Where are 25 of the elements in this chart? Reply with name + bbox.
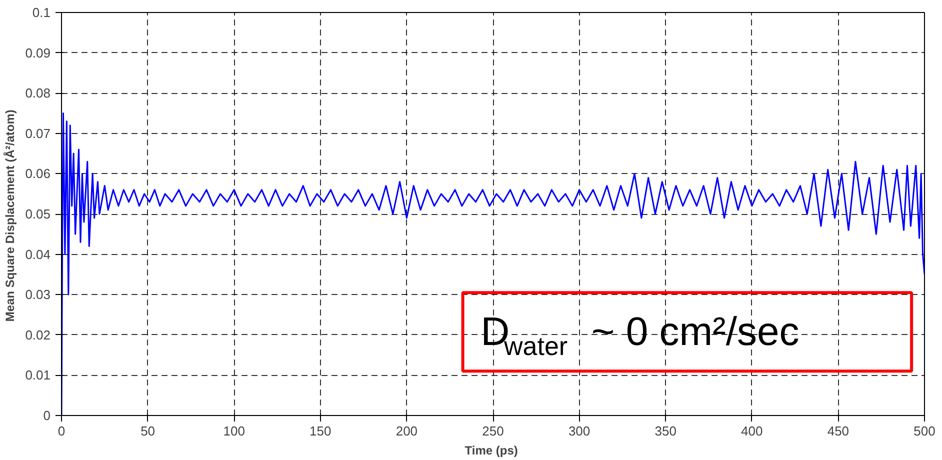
y-tick-label: 0.08 bbox=[25, 86, 51, 101]
y-tick-label: 0.03 bbox=[25, 287, 51, 302]
y-tick-label: 0.06 bbox=[25, 166, 51, 182]
y-tick-label: 0.1 bbox=[32, 5, 51, 20]
x-tick-label: 450 bbox=[827, 424, 850, 438]
x-tick-label: 400 bbox=[741, 424, 763, 438]
x-tick-label: 200 bbox=[396, 424, 418, 438]
y-tick-label: 0.04 bbox=[25, 246, 51, 262]
x-axis-title: Time (ps) bbox=[464, 444, 518, 458]
x-tick-label: 100 bbox=[223, 424, 245, 438]
line-series bbox=[62, 112, 924, 416]
x-tick-label: 300 bbox=[568, 424, 590, 438]
y-tick-label: 0.05 bbox=[25, 206, 51, 222]
x-tick-label: 350 bbox=[654, 424, 676, 438]
y-axis-title: Mean Square Displacement (Å²/atom) bbox=[3, 110, 18, 322]
x-tick-label: 500 bbox=[914, 424, 936, 438]
x-tick-label: 0 bbox=[58, 424, 66, 438]
y-tick-label: 0.09 bbox=[25, 45, 51, 60]
y-tick-label: 0.01 bbox=[25, 368, 51, 383]
y-tick-label: 0 bbox=[43, 408, 51, 423]
y-tick-label: 0.02 bbox=[25, 327, 51, 342]
y-tick-label: 0.07 bbox=[25, 126, 51, 141]
x-tick-label: 150 bbox=[310, 424, 332, 438]
x-tick-label: 50 bbox=[140, 424, 156, 438]
x-tick-label: 250 bbox=[482, 424, 504, 438]
